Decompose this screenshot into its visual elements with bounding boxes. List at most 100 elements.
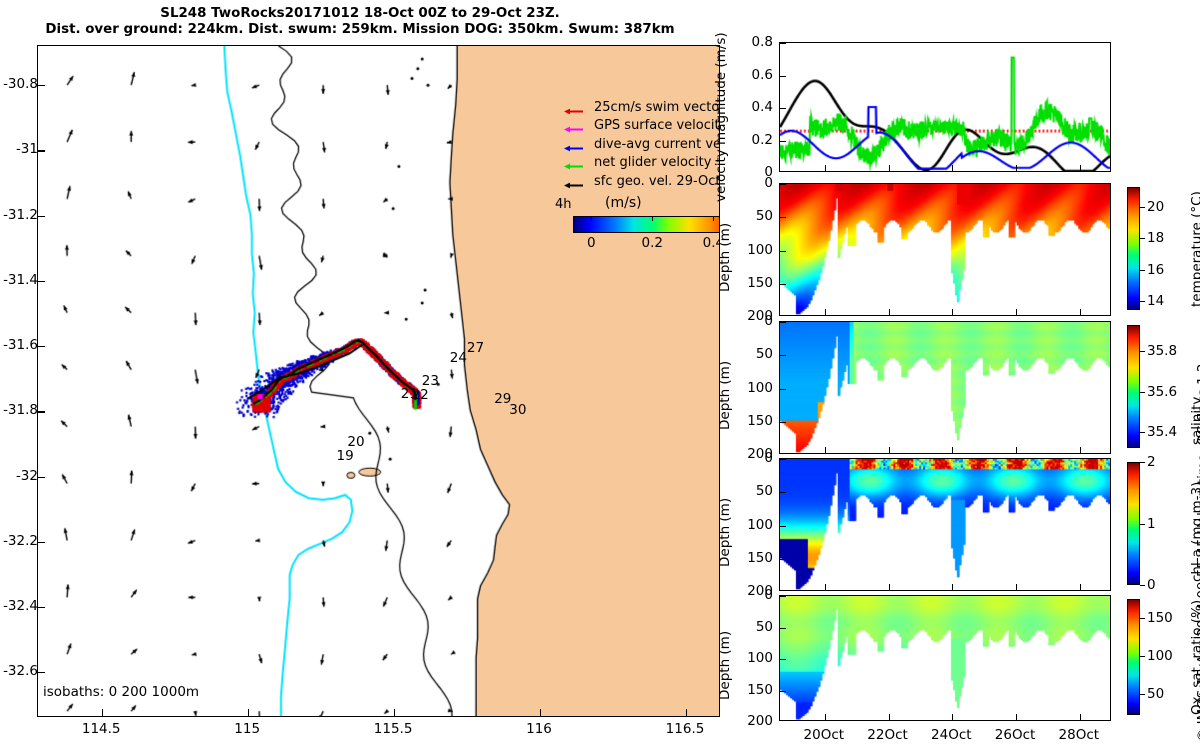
map-ytick-label: -30.8 (3, 76, 38, 93)
map-ytick (38, 672, 45, 674)
panel-chlorophyll[interactable] (779, 458, 1111, 591)
colorbar-tick-label: 18 (1147, 230, 1165, 247)
panel-xtick (888, 714, 890, 720)
panel-ytick-label: 0.8 (751, 34, 773, 50)
colorbar-oxygen (1127, 599, 1140, 715)
panel-ytick-label: 200 (747, 583, 773, 599)
colorbar-tick-label: 100 (1147, 647, 1173, 664)
colorbar-tick-label: 20 (1147, 199, 1165, 216)
arrow-blue-icon (563, 139, 589, 152)
map-ytick (38, 85, 45, 87)
panel-salinity[interactable] (779, 321, 1111, 454)
map-ytick (38, 476, 45, 478)
panel-chlorophyll-ylabel: Depth (m) (717, 497, 733, 567)
panel-ytick (780, 627, 786, 629)
map-colorbar-tick (591, 215, 593, 221)
panel-xtick (824, 447, 826, 453)
map-ytick (38, 607, 45, 609)
map-ytick-label: -31.4 (3, 271, 38, 288)
panel-velocity[interactable] (779, 42, 1111, 172)
map-canvas (38, 46, 719, 716)
panel-ytick-label: 50 (755, 483, 773, 500)
map-ytick-label: -31.2 (3, 206, 38, 223)
panel-ytick-label: 200 (747, 308, 773, 324)
panel-xtick (952, 584, 954, 590)
colorbar-salinity (1127, 325, 1140, 448)
panel-ytick (780, 492, 786, 494)
map-xtick (540, 709, 542, 716)
map-day-label: 29 (494, 390, 512, 407)
panel-ytick-label: 0 (764, 587, 773, 603)
map-ytick (38, 346, 45, 348)
colorbar-tick (1140, 617, 1145, 619)
panel-temperature-ylabel: Depth (m) (717, 222, 733, 292)
panel-ytick-label: 0 (764, 313, 773, 329)
map-ytick (38, 150, 45, 152)
time-axis-tick-label: 26Oct (994, 727, 1036, 743)
map-ytick-label: -31.8 (3, 402, 38, 419)
colorbar-temperature-label: temperature (°C) (1189, 190, 1200, 307)
panel-ytick (780, 421, 786, 423)
panel-xtick (1016, 584, 1018, 590)
panel-ytick (780, 690, 786, 692)
map-panel[interactable]: 19 20 21 22 23 24 27 29 30 25cm/s swim vector GPS… (37, 45, 720, 717)
colorbar-tick-label: 1 (1147, 515, 1156, 532)
map-xtick-label: 114.5 (81, 721, 121, 737)
map-day-label: 22 (411, 387, 429, 404)
panel-ytick (780, 108, 786, 109)
panel-temperature[interactable] (779, 183, 1111, 316)
panel-ytick-label: 0 (764, 450, 773, 466)
panel-ytick (780, 558, 786, 560)
panel-xtick (1016, 165, 1018, 171)
arrow-magenta-icon (563, 120, 589, 133)
title-line-1: SL248 TwoRocks20171012 18-Oct 00Z to 29-… (160, 6, 560, 21)
panel-oxygen-ylabel: Depth (m) (717, 630, 733, 700)
map-ytick (38, 215, 45, 217)
map-ytick-label: -32 (15, 467, 38, 484)
panel-ytick-label: 0.2 (751, 131, 773, 148)
panel-oxygen[interactable] (779, 595, 1111, 721)
panel-ytick (780, 596, 786, 597)
panel-xtick (824, 714, 826, 720)
map-legend: 25cm/s swim vector GPS surface velocity di… (555, 98, 719, 251)
map-xtick-label: 115 (234, 721, 261, 737)
legend-item-label: sfc geo. vel. 29-Oct-2017 (594, 173, 719, 189)
panel-oxygen-canvas (780, 596, 1110, 720)
map-xtick (686, 709, 688, 716)
map-xtick-label: 116 (526, 721, 552, 737)
panel-ytick-label: 0.6 (751, 66, 773, 83)
colorbar-tick-label: 2 (1147, 454, 1156, 470)
colorbar-tick (1140, 655, 1145, 657)
colorbar-chlorophyll (1127, 462, 1140, 585)
colorbar-tick-label: 0 (1147, 577, 1156, 593)
map-colorbar-tick-label: 0.2 (641, 234, 664, 251)
colorbar-tick-label: 35.4 (1147, 423, 1178, 440)
panel-xtick (824, 584, 826, 590)
map-ytick-label: -31 (15, 141, 38, 158)
colorbar-temperature (1127, 187, 1140, 310)
panel-ytick-label: 150 (747, 681, 773, 698)
panel-ytick (780, 525, 786, 527)
panel-chlorophyll-canvas (780, 459, 1110, 590)
panel-ytick-label: 50 (755, 618, 773, 635)
panel-ytick-label: 200 (747, 713, 773, 729)
legend-rows: 25cm/s swim vector GPS surface velocity di… (563, 98, 719, 191)
legend-item: dive-avg current veloc. (563, 135, 719, 154)
title-line-2: Dist. over ground: 224km. Dist. swum: 25… (45, 22, 675, 37)
arrow-green-icon (563, 157, 589, 170)
time-axis-tick-label: 22Oct (867, 727, 908, 743)
colorbar-tick-label: 50 (1147, 685, 1165, 702)
time-axis-tick-label: 24Oct (931, 727, 972, 743)
colorbar-tick (1140, 585, 1145, 586)
panel-xtick (1016, 714, 1018, 720)
map-colorbar-tick-label: 0 (587, 234, 596, 251)
map-day-label: 21 (400, 386, 418, 402)
colorbar-tick (1140, 269, 1145, 271)
map-colorbar-tick (652, 215, 654, 221)
panel-xtick (888, 447, 890, 453)
panel-temperature-canvas (780, 184, 1110, 315)
panel-xtick (952, 447, 954, 453)
map-xtick-label: 116.5 (665, 721, 705, 737)
panel-ytick-label: 100 (747, 379, 773, 396)
map-colorbar (573, 215, 719, 233)
